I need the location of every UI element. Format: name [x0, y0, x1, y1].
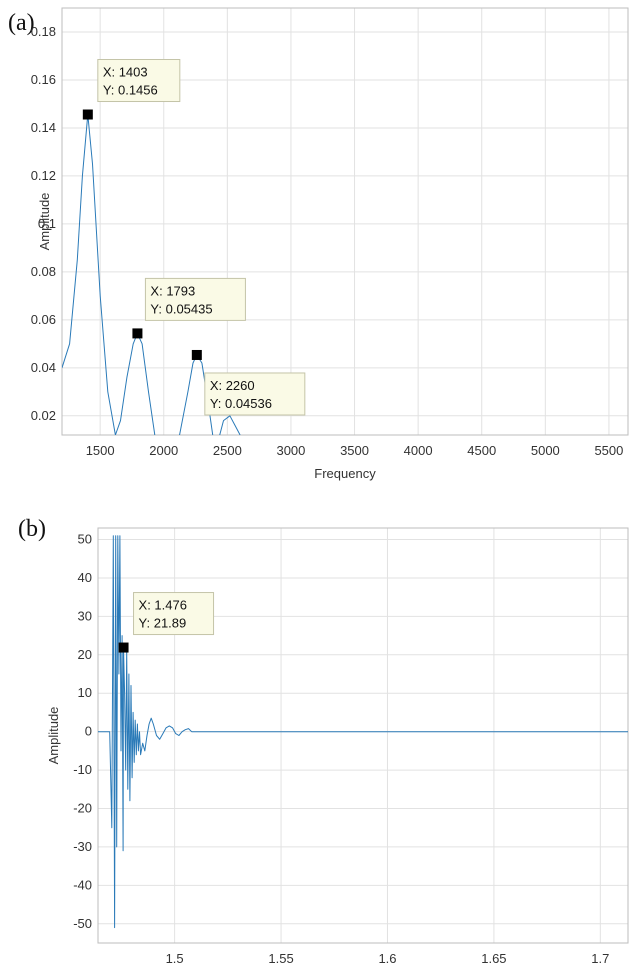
panel-a-y-tick-label: 0.04	[31, 360, 56, 375]
panel-a-x-axis-label: Frequency	[314, 466, 376, 481]
panel-b-tag: (b)	[18, 516, 46, 542]
panel-a-x-tick-label: 4500	[467, 443, 496, 458]
panel-b-series-line	[98, 535, 628, 929]
panel-b-y-tick-label: -30	[73, 839, 92, 854]
panel-a-datatip-box	[97, 59, 181, 103]
panel-b-y-tick-label: 30	[78, 608, 92, 623]
panel-b-x-tick-label: 1.55	[268, 951, 293, 966]
panel-b-y-tick-label: 10	[78, 685, 92, 700]
panel-b-x-tick-label: 1.65	[481, 951, 506, 966]
panel-a-datatip-y: Y: 0.1456	[103, 83, 158, 98]
panel-b-chart: 1.5 1.55 1.6 1.65 1.7 -50 -40 -30 -20 -10 0 10 20 30 4…	[46, 527, 629, 966]
panel-a-y-tick-label: 0.16	[31, 72, 56, 87]
panel-a-y-tick-label: 0.1	[38, 216, 56, 231]
panel-b-x-tick-label: 1.6	[378, 951, 396, 966]
panel-a-y-tick-label: 0.02	[31, 408, 56, 423]
panel-b-y-tick-label: -10	[73, 762, 92, 777]
panel-a-x-tick-label: 2500	[213, 443, 242, 458]
panel-a-x-tick-label: 5500	[594, 443, 623, 458]
panel-a-y-tick-label: 0.06	[31, 312, 56, 327]
panel-a-chart: 1500 2000 2500 3000 3500 4000 4500 5000 5500 0.02…	[31, 7, 629, 481]
panel-a-datatip-y: Y: 0.05435	[150, 301, 212, 316]
panel-a-x-tick-label: 4000	[404, 443, 433, 458]
panel-a-y-axis-label: Amplitude	[37, 193, 52, 251]
panel-a-datatip-y: Y: 0.04536	[210, 396, 272, 411]
panel-a-datatip-box	[204, 372, 306, 416]
panel-b-x-tick-label: 1.7	[591, 951, 609, 966]
panel-b-y-tick-label: -40	[73, 877, 92, 892]
panel-b-y-tick-label: 0	[85, 724, 92, 739]
panel-b-y-tick-label: 20	[78, 647, 92, 662]
panel-b-datatip-marker	[118, 642, 129, 653]
panel-b-y-tick-label: 40	[78, 570, 92, 585]
panel-b-datatip-box	[133, 592, 215, 636]
panel-a-tag: (a)	[8, 10, 35, 36]
panel-b-datatip-y: Y: 21.89	[139, 616, 187, 631]
panel-a-datatip-marker	[191, 349, 202, 360]
panel-a-datatip-box	[144, 277, 246, 321]
panel-b-plot-frame	[97, 527, 629, 944]
panel-b-y-tick-label: -20	[73, 801, 92, 816]
panel-b-y-axis-label: Amplitude	[46, 707, 61, 765]
panel-a-datatip-x: X: 1403	[103, 65, 148, 80]
panel-a-datatip-x: X: 2260	[210, 378, 255, 393]
panel-a-datatip-marker	[132, 328, 143, 339]
panel-a-x-tick-label: 3500	[340, 443, 369, 458]
panel-a-y-tick-label: 0.12	[31, 168, 56, 183]
panel-a-y-tick-label: 0.08	[31, 264, 56, 279]
panel-a-x-tick-label: 3000	[276, 443, 305, 458]
panel-a-x-tick-label: 1500	[86, 443, 115, 458]
panel-a-x-tick-label: 2000	[149, 443, 178, 458]
panel-a-datatip-x: X: 1793	[150, 283, 195, 298]
panel-b-datatip-x: X: 1.476	[139, 598, 187, 613]
panel-a-datatip-marker	[82, 109, 93, 120]
panel-b-y-tick-label: 50	[78, 532, 92, 547]
panel-a-y-tick-label: 0.18	[31, 24, 56, 39]
panel-b-x-tick-label: 1.5	[166, 951, 184, 966]
panel-b-y-tick-label: -50	[73, 916, 92, 931]
panel-a-plot-frame	[61, 7, 629, 436]
panel-a-series-line	[62, 114, 241, 435]
panel-a-y-tick-label: 0.14	[31, 120, 56, 135]
panel-a-x-tick-label: 5000	[531, 443, 560, 458]
